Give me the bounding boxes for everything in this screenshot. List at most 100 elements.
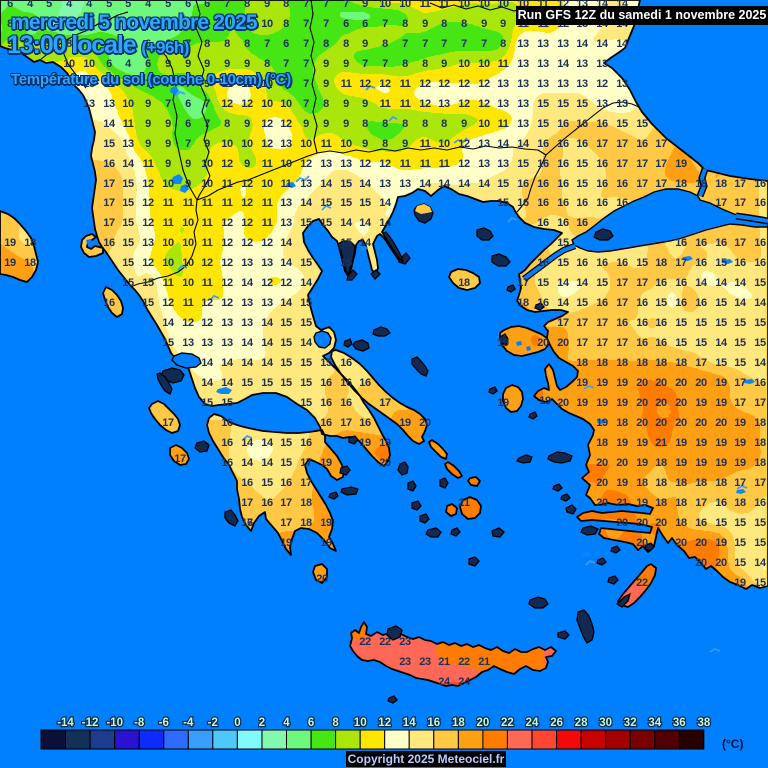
- svg-text:14: 14: [241, 277, 254, 289]
- svg-text:12: 12: [201, 297, 213, 309]
- svg-text:18: 18: [452, 717, 465, 729]
- svg-text:15: 15: [754, 277, 766, 289]
- svg-text:6: 6: [165, 38, 171, 50]
- svg-text:5: 5: [46, 18, 52, 30]
- svg-text:11: 11: [498, 58, 509, 70]
- svg-text:21: 21: [616, 497, 628, 509]
- svg-text:19: 19: [616, 437, 628, 449]
- svg-text:14: 14: [201, 357, 214, 369]
- svg-text:4: 4: [66, 0, 73, 10]
- svg-text:7: 7: [283, 78, 289, 90]
- svg-text:8: 8: [343, 38, 349, 50]
- svg-text:14: 14: [359, 237, 372, 249]
- svg-text:19: 19: [320, 537, 332, 549]
- svg-text:16: 16: [537, 257, 549, 269]
- svg-text:12: 12: [142, 217, 154, 229]
- svg-text:7: 7: [27, 38, 33, 50]
- svg-text:8: 8: [500, 38, 506, 50]
- svg-text:15: 15: [497, 197, 509, 209]
- svg-text:20: 20: [655, 377, 667, 389]
- svg-text:21: 21: [655, 437, 667, 449]
- svg-text:15: 15: [300, 217, 312, 229]
- svg-text:16: 16: [636, 138, 648, 150]
- svg-text:17: 17: [754, 477, 766, 489]
- svg-text:14: 14: [517, 138, 530, 150]
- svg-text:16: 16: [537, 197, 549, 209]
- svg-text:10: 10: [340, 138, 352, 150]
- svg-text:11: 11: [400, 158, 411, 170]
- svg-text:17: 17: [695, 357, 707, 369]
- svg-text:7: 7: [27, 18, 33, 30]
- svg-text:-12: -12: [82, 717, 99, 729]
- svg-text:20: 20: [636, 417, 648, 429]
- svg-text:14: 14: [576, 277, 589, 289]
- svg-text:18: 18: [675, 477, 687, 489]
- svg-text:13: 13: [83, 78, 95, 90]
- svg-text:13: 13: [478, 138, 490, 150]
- svg-text:7: 7: [224, 0, 230, 10]
- svg-text:7: 7: [461, 38, 467, 50]
- svg-text:10: 10: [478, 118, 490, 130]
- svg-text:9: 9: [244, 158, 250, 170]
- svg-text:8: 8: [402, 118, 408, 130]
- svg-text:14: 14: [616, 38, 629, 50]
- svg-text:20: 20: [715, 417, 727, 429]
- svg-text:16: 16: [320, 397, 332, 409]
- svg-text:9: 9: [224, 58, 230, 70]
- svg-text:13: 13: [497, 98, 509, 110]
- svg-text:13: 13: [221, 337, 233, 349]
- svg-text:13: 13: [576, 0, 588, 10]
- svg-text:18: 18: [596, 437, 608, 449]
- svg-text:12: 12: [458, 158, 470, 170]
- svg-text:15: 15: [320, 197, 332, 209]
- svg-text:14: 14: [280, 237, 293, 249]
- svg-text:7: 7: [402, 38, 408, 50]
- svg-text:10: 10: [162, 257, 174, 269]
- svg-text:13: 13: [83, 98, 95, 110]
- svg-text:7: 7: [323, 0, 329, 10]
- svg-text:20: 20: [715, 557, 727, 569]
- svg-text:13: 13: [182, 337, 194, 349]
- svg-text:13: 13: [201, 337, 213, 349]
- svg-text:18: 18: [655, 457, 667, 469]
- svg-text:6: 6: [145, 58, 151, 70]
- svg-text:-8: -8: [134, 717, 145, 729]
- svg-text:14: 14: [300, 197, 313, 209]
- svg-text:9: 9: [185, 58, 191, 70]
- svg-text:15: 15: [754, 537, 766, 549]
- svg-text:15: 15: [576, 158, 588, 170]
- svg-text:12: 12: [261, 118, 273, 130]
- svg-text:17: 17: [280, 517, 292, 529]
- svg-text:14: 14: [596, 38, 609, 50]
- svg-text:17: 17: [300, 477, 312, 489]
- svg-text:18: 18: [655, 257, 667, 269]
- svg-text:5: 5: [86, 18, 92, 30]
- svg-text:13: 13: [399, 178, 411, 190]
- svg-text:6: 6: [185, 98, 191, 110]
- svg-text:15: 15: [261, 377, 273, 389]
- svg-text:8: 8: [204, 38, 210, 50]
- svg-text:10: 10: [379, 0, 391, 10]
- svg-text:14: 14: [320, 178, 333, 190]
- svg-text:17: 17: [557, 317, 569, 329]
- svg-text:17: 17: [576, 317, 588, 329]
- svg-text:7: 7: [106, 38, 112, 50]
- svg-text:11: 11: [262, 217, 273, 229]
- svg-text:11: 11: [281, 178, 292, 190]
- svg-text:11: 11: [183, 297, 194, 309]
- svg-text:11: 11: [202, 197, 213, 209]
- svg-text:14: 14: [261, 337, 274, 349]
- svg-text:15: 15: [557, 98, 569, 110]
- svg-text:15: 15: [537, 118, 549, 130]
- svg-text:23: 23: [399, 656, 411, 668]
- svg-text:20: 20: [655, 397, 667, 409]
- svg-text:16: 16: [596, 158, 608, 170]
- svg-text:12: 12: [221, 158, 233, 170]
- svg-text:15: 15: [359, 197, 371, 209]
- svg-text:10: 10: [241, 138, 253, 150]
- svg-text:15: 15: [122, 277, 134, 289]
- svg-text:16: 16: [596, 257, 608, 269]
- svg-text:19: 19: [616, 397, 628, 409]
- svg-text:4: 4: [283, 717, 290, 729]
- svg-text:14: 14: [162, 317, 175, 329]
